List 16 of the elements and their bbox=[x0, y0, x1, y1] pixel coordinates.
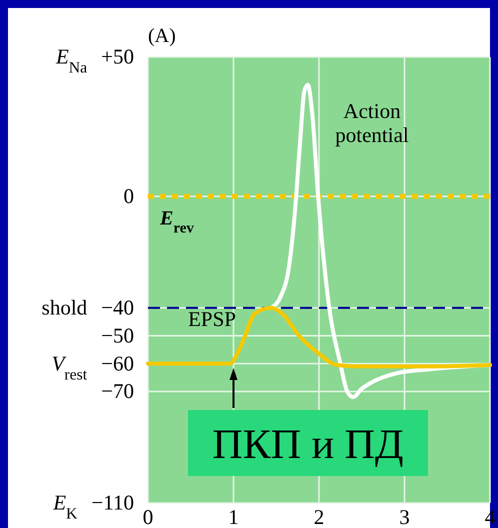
ref-line-label: E$_{rev}$ bbox=[159, 207, 194, 236]
x-tick-label: 0 bbox=[142, 504, 154, 528]
chart-title: (A) bbox=[148, 25, 176, 47]
x-tick-label: 3 bbox=[399, 504, 410, 528]
annotation: Action potential bbox=[335, 99, 409, 147]
y-tick-label: 0 bbox=[124, 184, 134, 208]
annotation: EPSP bbox=[188, 307, 236, 331]
x-tick-label: 4 bbox=[484, 504, 496, 528]
y-tick-label: E$_{Na}$ +50 bbox=[54, 44, 134, 76]
y-tick-label: −50 bbox=[101, 323, 134, 348]
x-tick-label: 2 bbox=[314, 504, 324, 528]
annotation: ПКП и ПД bbox=[212, 422, 404, 468]
x-tick-label: 1 bbox=[228, 504, 239, 528]
y-tick-label: E$_{K}$ −110 bbox=[52, 490, 134, 522]
line-series bbox=[146, 306, 492, 368]
y-tick-label: shold −40 bbox=[42, 296, 134, 320]
